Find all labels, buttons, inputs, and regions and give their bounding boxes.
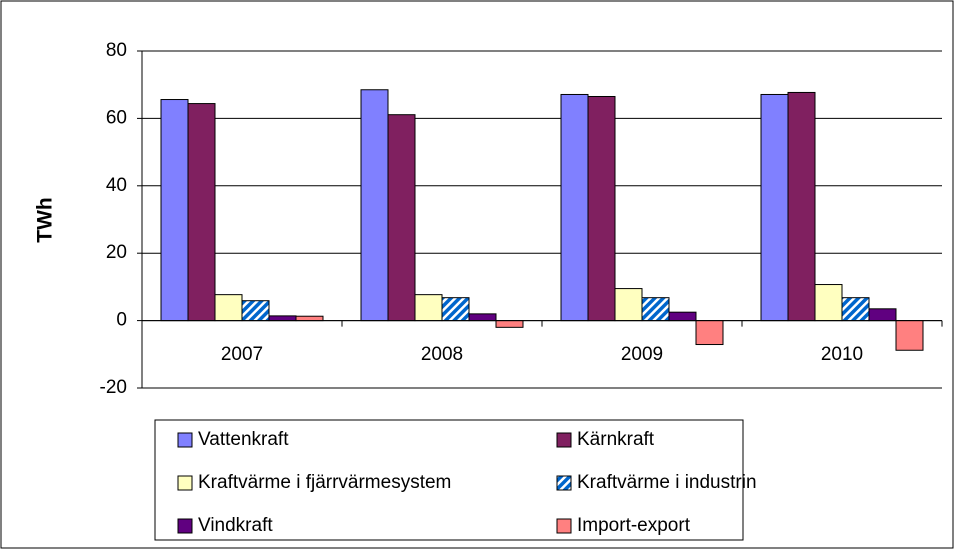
y-axis-label: TWh — [34, 197, 57, 242]
bar — [760, 93, 789, 322]
x-tick-label: 2010 — [821, 344, 863, 365]
legend-label: Kärnkraft — [577, 429, 655, 450]
legend-swatch — [556, 432, 572, 448]
y-tick-label: 0 — [116, 310, 127, 331]
bar — [414, 294, 443, 322]
legend-swatch — [556, 475, 572, 491]
bar — [387, 114, 416, 322]
bar — [668, 311, 697, 322]
legend-label: Kraftvärme i fjärrvärmesystem — [198, 472, 451, 493]
bar — [268, 315, 297, 322]
bar — [814, 284, 843, 322]
bar — [868, 308, 897, 322]
y-tick-label: 20 — [106, 242, 127, 263]
legend-label: Kraftvärme i industrin — [577, 472, 757, 493]
y-tick-label: 40 — [106, 175, 127, 196]
x-tick-label: 2008 — [421, 344, 463, 365]
x-tick-label: 2007 — [221, 344, 263, 365]
bar — [468, 313, 497, 322]
y-tick-label: -20 — [100, 377, 127, 398]
legend — [154, 419, 744, 541]
bar — [441, 297, 470, 322]
bar — [787, 91, 816, 322]
y-tick-label: 60 — [106, 107, 127, 128]
bar — [214, 294, 243, 322]
bar — [895, 320, 924, 351]
bar — [641, 297, 670, 322]
bar — [495, 320, 524, 328]
bar — [160, 99, 189, 322]
legend-label: Import-export — [577, 515, 691, 536]
bar — [187, 103, 216, 322]
bar — [614, 288, 643, 322]
legend-swatch — [556, 518, 572, 534]
bar — [560, 93, 589, 322]
bar — [695, 320, 724, 346]
legend-label: Vindkraft — [198, 515, 273, 536]
y-tick-label: 80 — [106, 40, 127, 61]
legend-label: Vattenkraft — [198, 429, 289, 450]
bar — [295, 315, 324, 322]
bar — [241, 300, 270, 322]
legend-swatch — [177, 518, 193, 534]
legend-swatch — [177, 432, 193, 448]
bar — [841, 297, 870, 322]
x-tick-label: 2009 — [621, 344, 663, 365]
legend-swatch — [177, 475, 193, 491]
bar — [360, 89, 389, 322]
bar — [587, 95, 616, 322]
